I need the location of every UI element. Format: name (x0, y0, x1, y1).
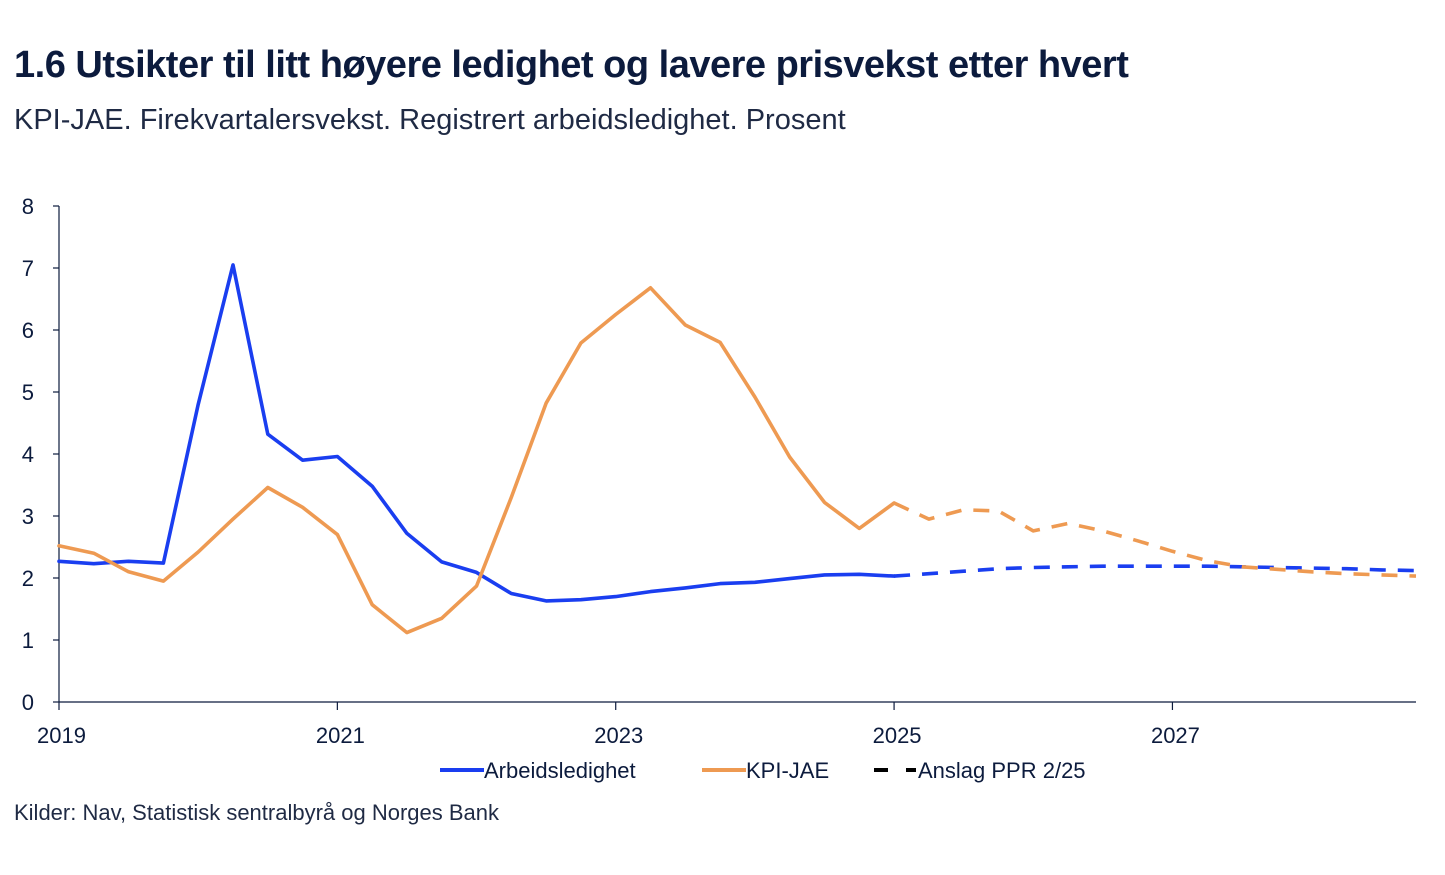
legend-label-arbeidsledighet: Arbeidsledighet (484, 758, 636, 783)
chart-axes: 0 1 2 3 4 5 6 7 8 2019 2021 2023 2025 2027 (22, 194, 1416, 748)
series-line-kpi-jae (57, 285, 896, 635)
y-tick-label: 2 (22, 566, 34, 591)
legend-label-kpi-jae: KPI-JAE (746, 758, 829, 783)
x-tick-label: 2027 (1151, 723, 1200, 748)
legend-label-anslag-ppr-2-25: Anslag PPR 2/25 (918, 758, 1086, 783)
x-tick-label: 2023 (594, 723, 643, 748)
y-tick-label: 1 (22, 628, 34, 653)
y-tick-label: 6 (22, 318, 34, 343)
series-projection-kpi-jae (893, 501, 1417, 578)
chart-subtitle: KPI-JAE. Firekvartalersvekst. Registrert… (14, 104, 846, 136)
y-tick-label: 3 (22, 504, 34, 529)
x-tick-label: 2021 (316, 723, 365, 748)
y-tick-label: 5 (22, 380, 34, 405)
y-tick-label: 0 (22, 690, 34, 715)
y-tick-label: 8 (22, 194, 34, 219)
chart-series (57, 263, 1417, 635)
chart-legend: Arbeidsledighet KPI-JAE Anslag PPR 2/25 (440, 758, 1086, 783)
y-tick-label: 7 (22, 256, 34, 281)
series-projection-arbeidsledighet (893, 564, 1417, 578)
x-tick-label: 2019 (37, 723, 86, 748)
chart-title: 1.6 Utsikter til litt høyere ledighet og… (14, 44, 1129, 86)
y-tick-label: 4 (22, 442, 34, 467)
source-note: Kilder: Nav, Statistisk sentralbyrå og N… (14, 800, 500, 825)
series-line-arbeidsledighet (57, 263, 896, 603)
x-tick-label: 2025 (873, 723, 922, 748)
